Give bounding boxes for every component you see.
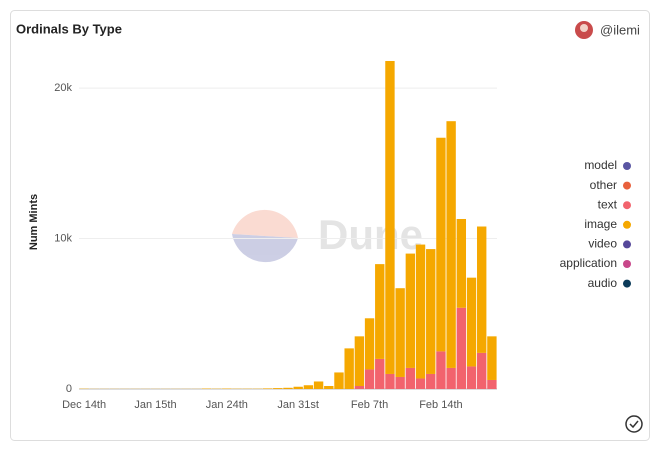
bar-segment xyxy=(375,359,384,389)
bar-segment xyxy=(365,369,374,389)
y-tick-label: 0 xyxy=(66,383,72,395)
bar-segment xyxy=(395,288,404,377)
legend-swatch xyxy=(623,201,631,209)
bar-segment xyxy=(426,249,435,374)
bar-segment xyxy=(477,353,486,389)
legend-swatch xyxy=(623,260,631,268)
bar-segment xyxy=(283,388,292,389)
bar-segment xyxy=(304,385,313,389)
bar-segment xyxy=(406,368,415,389)
bar-segment xyxy=(436,351,445,389)
bar-segment xyxy=(467,278,476,367)
legend-label: text xyxy=(598,197,618,211)
bar-segment xyxy=(263,388,272,389)
bar-segment xyxy=(416,245,425,379)
legend-swatch xyxy=(623,240,631,248)
bar-segment xyxy=(365,318,374,369)
avatar-face xyxy=(580,24,588,32)
bar-segment xyxy=(477,227,486,353)
x-tick-label: Jan 31st xyxy=(277,399,319,411)
bar-segment xyxy=(446,121,455,368)
watermark: Dune xyxy=(318,211,423,258)
bar-segment xyxy=(487,380,496,389)
legend-label: model xyxy=(584,158,617,172)
bar-segment xyxy=(406,254,415,368)
x-tick-label: Dec 14th xyxy=(62,399,106,411)
chart-title: Ordinals By Type xyxy=(16,21,122,36)
x-tick-label: Jan 15th xyxy=(134,399,176,411)
bar-segment xyxy=(385,61,394,374)
bar-segment xyxy=(385,374,394,389)
legend-swatch xyxy=(623,280,631,288)
bar-segment xyxy=(467,366,476,389)
bar-segment xyxy=(344,348,353,389)
bar-segment xyxy=(294,387,303,389)
bar-segment xyxy=(375,264,384,359)
x-tick-label: Jan 24th xyxy=(206,399,248,411)
y-axis-label: Num Mints xyxy=(28,194,40,250)
legend-label: audio xyxy=(588,276,618,290)
bar-segment xyxy=(416,378,425,389)
bar-segment xyxy=(395,377,404,389)
author: @ilemi xyxy=(600,22,640,37)
bar-segment xyxy=(355,386,364,389)
bar-segment xyxy=(457,219,466,308)
bar-segment xyxy=(426,374,435,389)
x-tick-label: Feb 7th xyxy=(351,399,388,411)
y-tick-label: 20k xyxy=(54,82,72,94)
legend-swatch xyxy=(623,162,631,170)
y-tick-label: 10k xyxy=(54,232,72,244)
bar-segment xyxy=(436,138,445,352)
bar-segment xyxy=(457,308,466,389)
legend-swatch xyxy=(623,182,631,190)
bar-segment xyxy=(324,386,333,389)
bar-segment xyxy=(314,381,323,389)
legend-label: video xyxy=(588,237,617,251)
legend-label: application xyxy=(560,256,617,270)
bar-segment xyxy=(487,336,496,380)
bar-segment xyxy=(273,388,282,389)
bar-segment xyxy=(334,372,343,389)
legend-swatch xyxy=(623,221,631,229)
legend-label: other xyxy=(590,178,617,192)
x-tick-label: Feb 14th xyxy=(419,399,462,411)
bar-segment xyxy=(446,368,455,389)
bar-segment xyxy=(355,336,364,386)
legend-label: image xyxy=(584,217,617,231)
